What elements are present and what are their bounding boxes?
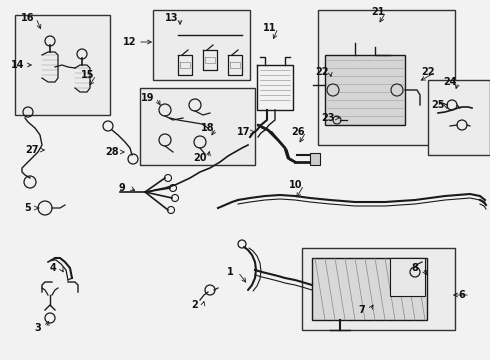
Text: 1: 1: [227, 267, 233, 277]
Bar: [318, 10, 455, 145]
Bar: [325, 55, 405, 125]
Text: 27: 27: [25, 145, 39, 155]
Text: 15: 15: [81, 70, 95, 80]
Text: 22: 22: [421, 67, 435, 77]
Bar: [140, 88, 255, 165]
Bar: [310, 153, 320, 165]
Text: 6: 6: [459, 290, 466, 300]
Text: 19: 19: [141, 93, 155, 103]
Circle shape: [327, 84, 339, 96]
Text: 13: 13: [165, 13, 179, 23]
Text: 12: 12: [123, 37, 137, 47]
Text: 14: 14: [11, 60, 25, 70]
Bar: [390, 258, 425, 296]
Bar: [302, 248, 455, 330]
Text: 20: 20: [193, 153, 207, 163]
Text: 21: 21: [371, 7, 385, 17]
Text: 24: 24: [443, 77, 457, 87]
Bar: [312, 258, 427, 320]
Text: 22: 22: [315, 67, 329, 77]
Text: 25: 25: [431, 100, 445, 110]
Bar: [15, 15, 110, 115]
Bar: [428, 80, 490, 155]
Text: 4: 4: [49, 263, 56, 273]
Text: 23: 23: [321, 113, 335, 123]
Text: 10: 10: [289, 180, 303, 190]
Text: 18: 18: [201, 123, 215, 133]
Text: 17: 17: [237, 127, 251, 137]
Text: 5: 5: [24, 203, 31, 213]
Text: 11: 11: [263, 23, 277, 33]
Text: 2: 2: [192, 300, 198, 310]
Text: 3: 3: [35, 323, 41, 333]
Bar: [153, 10, 250, 80]
Text: 26: 26: [291, 127, 305, 137]
Text: 9: 9: [119, 183, 125, 193]
Text: 7: 7: [359, 305, 366, 315]
Text: 16: 16: [21, 13, 35, 23]
Circle shape: [391, 84, 403, 96]
Text: 28: 28: [105, 147, 119, 157]
Text: 8: 8: [412, 263, 418, 273]
